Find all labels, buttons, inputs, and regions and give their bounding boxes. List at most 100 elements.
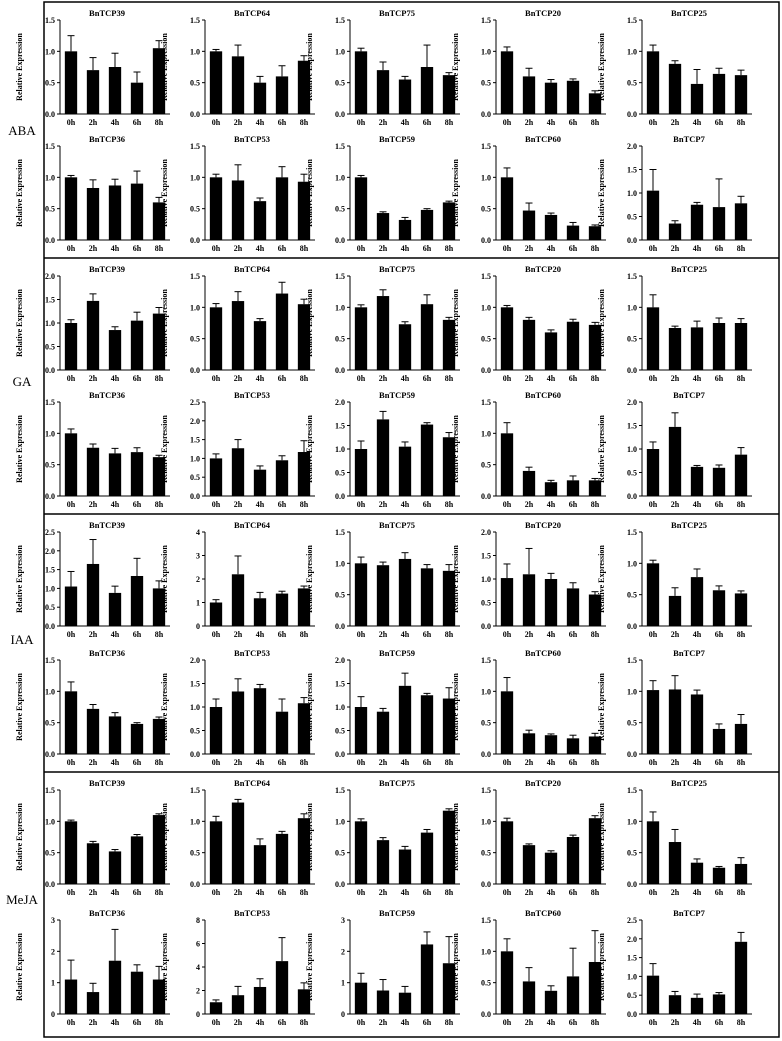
y-tick-label: 0.5 — [481, 461, 491, 470]
x-tick-label: 8h — [445, 888, 454, 897]
x-tick-label: 0h — [503, 630, 512, 639]
y-tick-label: 1.0 — [627, 817, 637, 826]
x-tick-label: 0h — [67, 374, 76, 383]
bar — [420, 832, 434, 884]
y-tick-label: 0.0 — [481, 750, 491, 759]
y-tick-label: 0.0 — [190, 492, 200, 501]
x-tick-label: 4h — [401, 118, 410, 127]
y-axis-label: Relative Expression — [305, 933, 314, 1001]
y-tick-label: 0.5 — [627, 79, 637, 88]
y-tick-label: 1.5 — [627, 954, 637, 963]
x-tick-label: 4h — [111, 888, 120, 897]
chart-title: BnTCP39 — [89, 778, 125, 788]
y-tick-label: 0.0 — [627, 880, 637, 889]
y-tick-label: 1.0 — [627, 445, 637, 454]
y-axis-label: Relative Expression — [160, 33, 169, 101]
bar — [500, 821, 514, 884]
x-tick-label: 0h — [212, 758, 221, 767]
bar — [108, 185, 122, 240]
bar — [398, 219, 412, 240]
bar — [588, 480, 602, 496]
x-tick-label: 0h — [67, 118, 76, 127]
x-tick-label: 4h — [693, 500, 702, 509]
y-tick-label: 0.0 — [190, 880, 200, 889]
y-tick-label: 1.5 — [627, 422, 637, 431]
x-tick-label: 6h — [423, 500, 432, 509]
chart-title: BnTCP7 — [673, 908, 705, 918]
chart-panel: BnTCP39 Relative Expression 0.0 0.5 1.0 1.5 0h… — [15, 8, 170, 127]
bar — [712, 207, 726, 240]
bar — [376, 990, 390, 1014]
x-tick-label: 8h — [737, 630, 746, 639]
bar — [668, 689, 682, 754]
y-axis-label: Relative Expression — [305, 673, 314, 741]
bar — [108, 330, 122, 370]
bar — [646, 190, 660, 240]
x-tick-label: 8h — [155, 500, 164, 509]
chart-title: BnTCP25 — [671, 264, 707, 274]
x-tick-label: 2h — [234, 758, 243, 767]
y-axis-label: Relative Expression — [597, 33, 606, 101]
y-tick-label: 1.0 — [627, 47, 637, 56]
x-tick-label: 2h — [379, 758, 388, 767]
x-tick-label: 8h — [300, 1018, 309, 1027]
y-tick-label: 0.5 — [627, 719, 637, 728]
x-tick-label: 0h — [503, 1018, 512, 1027]
bar — [544, 990, 558, 1014]
bar — [522, 210, 536, 240]
y-tick-label: 1.5 — [481, 552, 491, 561]
y-axis-label: Relative Expression — [451, 33, 460, 101]
x-tick-label: 2h — [525, 758, 534, 767]
x-tick-label: 4h — [111, 500, 120, 509]
y-tick-label: 1.5 — [45, 786, 55, 795]
x-tick-label: 8h — [591, 888, 600, 897]
bar — [231, 56, 245, 114]
bar — [231, 802, 245, 884]
bar — [86, 447, 100, 496]
y-tick-label: 0.0 — [335, 236, 345, 245]
bar — [668, 328, 682, 370]
y-tick-label: 0.0 — [627, 492, 637, 501]
x-tick-label: 0h — [212, 630, 221, 639]
bar — [566, 321, 580, 370]
bar — [734, 941, 748, 1014]
y-axis-label: Relative Expression — [451, 415, 460, 483]
y-tick-label: 4 — [196, 963, 200, 972]
bar — [566, 588, 580, 626]
x-tick-label: 8h — [591, 244, 600, 253]
y-tick-label: 1.0 — [481, 429, 491, 438]
chart-panel: BnTCP39 Relative Expression 0.0 0.5 1.0 1.5 2.… — [15, 520, 170, 639]
bar — [152, 815, 166, 884]
x-tick-label: 6h — [569, 244, 578, 253]
chart-title: BnTCP60 — [525, 134, 561, 144]
bar — [376, 213, 390, 240]
bar — [275, 711, 289, 754]
bar — [354, 563, 368, 626]
bar — [64, 586, 78, 626]
x-tick-label: 6h — [715, 118, 724, 127]
bar — [734, 203, 748, 240]
x-tick-label: 2h — [234, 1018, 243, 1027]
x-tick-label: 0h — [503, 758, 512, 767]
chart-title: BnTCP59 — [379, 908, 415, 918]
bar — [544, 332, 558, 370]
chart-panel: BnTCP59 Relative Expression 0 1 2 3 0h 2h 4h 6h 8h — [305, 908, 460, 1027]
x-tick-label: 6h — [423, 244, 432, 253]
y-tick-label: 1.0 — [45, 687, 55, 696]
y-tick-label: 1.0 — [190, 703, 200, 712]
chart-panel: BnTCP20 Relative Expression 0.0 0.5 1.0 1.5 2.… — [451, 520, 606, 639]
x-tick-label: 0h — [212, 118, 221, 127]
x-tick-label: 0h — [212, 244, 221, 253]
y-tick-label: 1.5 — [190, 142, 200, 151]
y-tick-label: 1.0 — [190, 173, 200, 182]
bar — [522, 76, 536, 114]
bar — [253, 688, 267, 754]
x-tick-label: 4h — [693, 630, 702, 639]
x-tick-label: 6h — [278, 758, 287, 767]
x-tick-label: 8h — [737, 244, 746, 253]
bar — [275, 593, 289, 626]
y-axis-label: Relative Expression — [15, 933, 24, 1001]
x-tick-label: 4h — [111, 1018, 120, 1027]
bar — [442, 437, 456, 496]
y-tick-label: 1.0 — [335, 817, 345, 826]
